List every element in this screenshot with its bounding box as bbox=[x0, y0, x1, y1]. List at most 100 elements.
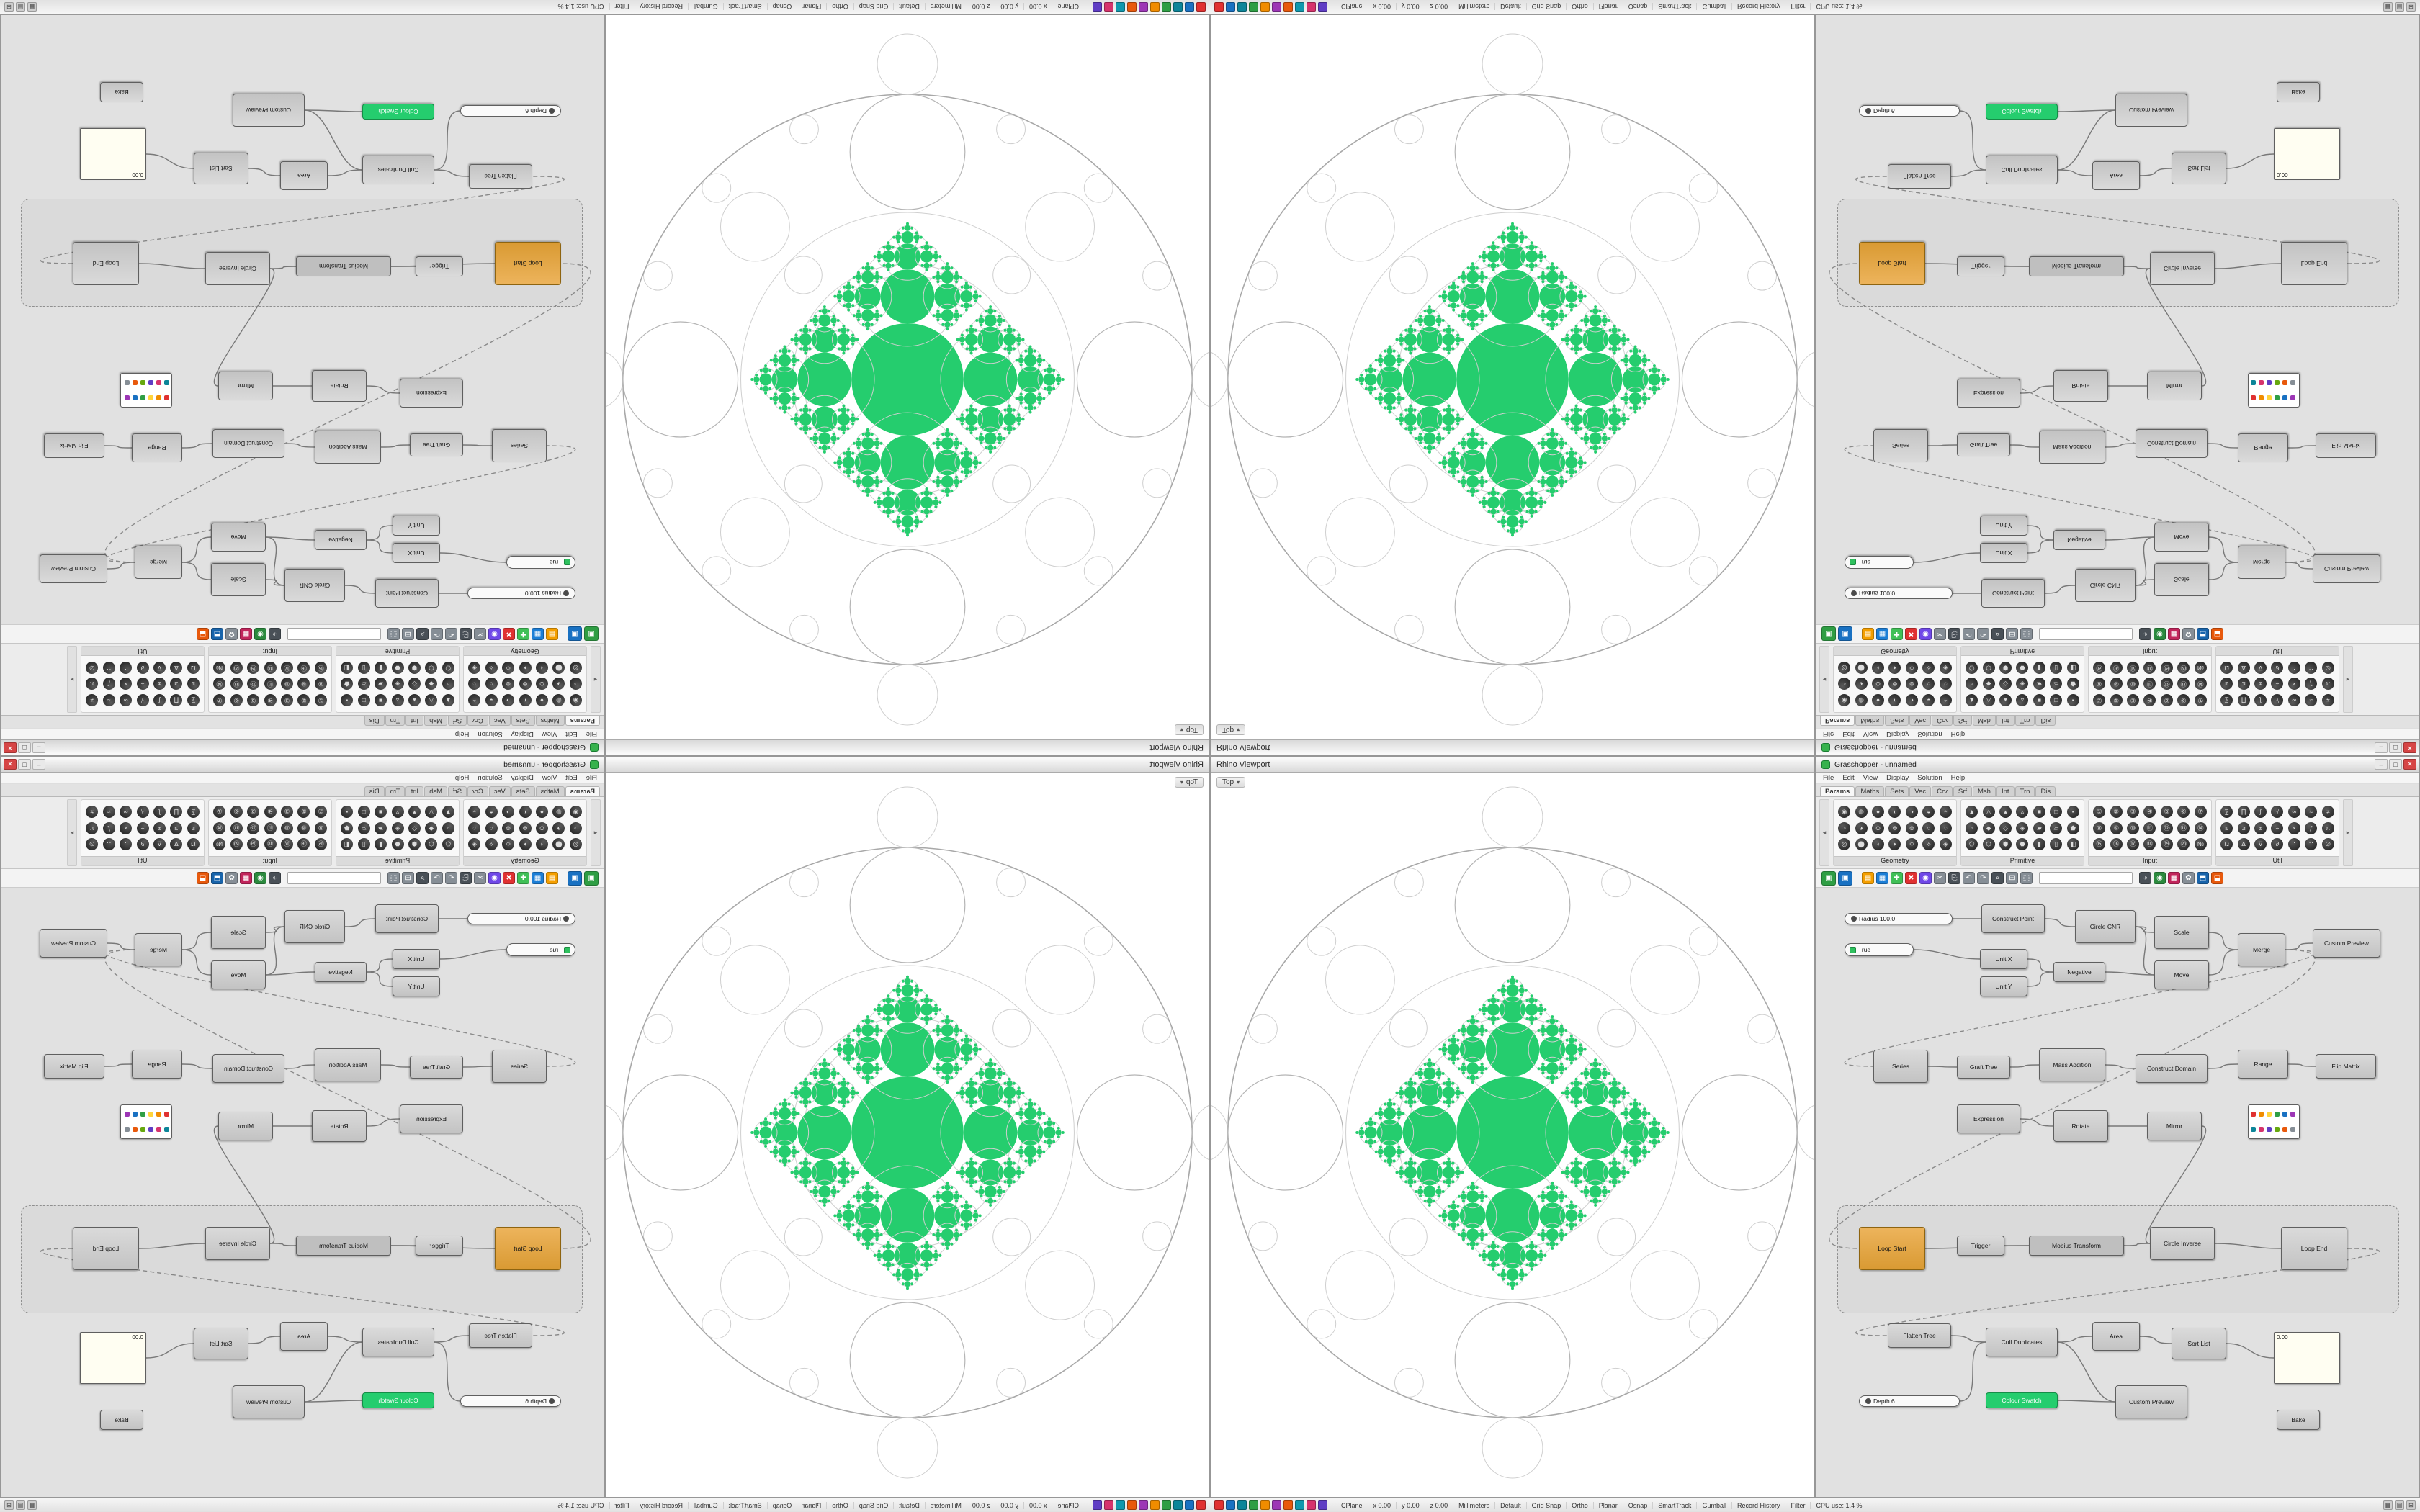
palette-swatch[interactable] bbox=[125, 1127, 130, 1132]
status-item-filter[interactable]: Filter bbox=[1785, 1501, 1811, 1509]
component-icon[interactable]: ∅ bbox=[2321, 838, 2334, 851]
status-item-z-0-00[interactable]: z 0.00 bbox=[966, 1501, 995, 1509]
toolbar-icon[interactable]: ↷ bbox=[1977, 872, 1989, 884]
component-icon[interactable]: ③ bbox=[280, 694, 293, 707]
minimize-button[interactable]: – bbox=[2375, 742, 2388, 753]
component-icon[interactable]: ◗ bbox=[1888, 838, 1901, 851]
component-icon[interactable]: ⑮ bbox=[2093, 838, 2106, 851]
toolbar-icon[interactable]: ◉ bbox=[1919, 628, 1932, 640]
component-icon[interactable]: ⑳ bbox=[230, 838, 243, 851]
taskbar-app-icon[interactable] bbox=[1150, 1500, 1160, 1510]
tab-maths[interactable]: Maths bbox=[1855, 786, 1885, 796]
palette-swatch[interactable] bbox=[2275, 395, 2280, 400]
taskbar-app-icon[interactable] bbox=[1237, 1500, 1247, 1510]
node-mirror[interactable]: Mirror bbox=[2147, 1112, 2202, 1140]
toolbar-icon[interactable]: ✚ bbox=[1891, 872, 1903, 884]
menu-item-display[interactable]: Display bbox=[511, 730, 534, 738]
toolbar-icon[interactable]: ⊞ bbox=[2006, 872, 2018, 884]
toggle-checkbox[interactable] bbox=[564, 559, 570, 566]
node-scale[interactable]: Scale bbox=[211, 563, 266, 596]
palette-swatch[interactable] bbox=[140, 1127, 145, 1132]
component-icon[interactable]: ⑮ bbox=[314, 838, 327, 851]
component-icon[interactable]: ▱ bbox=[357, 822, 370, 834]
toggle-checkbox[interactable] bbox=[1850, 946, 1856, 953]
status-item-gumball[interactable]: Gumball bbox=[688, 3, 723, 11]
component-icon[interactable]: ≈ bbox=[2305, 694, 2318, 707]
component-icon[interactable]: ⊛ bbox=[1905, 822, 1918, 834]
component-icon[interactable]: ∵ bbox=[102, 838, 115, 851]
status-panel-icon[interactable]: ▤ bbox=[16, 2, 25, 12]
toolbar-icon[interactable]: ✿ bbox=[2182, 872, 2195, 884]
node-scale[interactable]: Scale bbox=[2154, 916, 2209, 949]
component-icon[interactable]: ⑲ bbox=[247, 661, 260, 674]
toolbar-icon[interactable]: ◉ bbox=[254, 628, 266, 640]
node-bake[interactable]: Bake bbox=[2277, 1410, 2320, 1430]
component-icon[interactable]: ◒ bbox=[485, 694, 498, 707]
component-icon[interactable]: ∅ bbox=[86, 838, 99, 851]
component-icon[interactable]: ▲ bbox=[442, 694, 454, 707]
component-icon[interactable]: ⬢ bbox=[408, 661, 421, 674]
toolbar-icon[interactable]: ◉ bbox=[1919, 872, 1932, 884]
component-icon[interactable]: ƒ bbox=[2305, 822, 2318, 834]
taskbar-app-icon[interactable] bbox=[1295, 2, 1304, 12]
status-item-cplane[interactable]: CPlane bbox=[1336, 3, 1368, 11]
status-item-millimeters[interactable]: Millimeters bbox=[1453, 1501, 1496, 1509]
node-inv[interactable]: Circle Inverse bbox=[2150, 1227, 2215, 1260]
component-icon[interactable]: ⑧ bbox=[314, 822, 327, 834]
component-icon[interactable]: ≤ bbox=[2220, 822, 2233, 834]
component-icon[interactable]: ⟡ bbox=[1922, 838, 1935, 851]
node-preview[interactable]: Custom Preview bbox=[2115, 1385, 2187, 1418]
component-icon[interactable]: ▯ bbox=[357, 838, 370, 851]
status-item-cpu-use-1-4-[interactable]: CPU use: 1.4 % bbox=[552, 3, 609, 11]
node-neg[interactable]: Negative bbox=[315, 962, 367, 982]
component-icon[interactable]: ◗ bbox=[1888, 661, 1901, 674]
toolbar-icon[interactable]: ◉ bbox=[2154, 872, 2166, 884]
taskbar-app-icon[interactable] bbox=[1139, 2, 1148, 12]
taskbar-app-icon[interactable] bbox=[1127, 2, 1137, 12]
node-panel1[interactable]: 0.00 bbox=[80, 128, 146, 180]
component-icon[interactable]: Δ bbox=[2237, 838, 2250, 851]
component-icon[interactable]: ⬣ bbox=[2016, 838, 2029, 851]
tab-maths[interactable]: Maths bbox=[1855, 716, 1885, 726]
toolbar-icon[interactable]: ◉ bbox=[254, 872, 266, 884]
status-item-y-0-00[interactable]: y 0.00 bbox=[995, 3, 1023, 11]
palette-swatch[interactable] bbox=[2251, 395, 2256, 400]
component-icon[interactable]: ▲ bbox=[1966, 805, 1978, 818]
component-icon[interactable]: ◐ bbox=[1888, 805, 1901, 818]
node-scale[interactable]: Scale bbox=[211, 916, 266, 949]
component-icon[interactable]: ◆ bbox=[1982, 822, 1995, 834]
palette-swatch[interactable] bbox=[2259, 1112, 2264, 1117]
toolbar-icon[interactable]: ↷ bbox=[431, 872, 443, 884]
component-icon[interactable]: ◑ bbox=[502, 805, 515, 818]
status-item-default[interactable]: Default bbox=[893, 3, 925, 11]
grasshopper-titlebar[interactable]: Grasshopper - unnamed – □ ✕ bbox=[1, 757, 604, 773]
node-scale[interactable]: Scale bbox=[2154, 563, 2209, 596]
menu-item-solution[interactable]: Solution bbox=[1917, 774, 1942, 782]
palette-swatch[interactable] bbox=[2267, 380, 2272, 385]
status-item-osnap[interactable]: Osnap bbox=[1623, 1501, 1654, 1509]
component-icon[interactable]: ◎ bbox=[1838, 661, 1851, 674]
component-icon[interactable]: ≠ bbox=[2321, 694, 2334, 707]
component-icon[interactable]: ≥ bbox=[170, 678, 183, 690]
component-icon[interactable]: Ω bbox=[187, 661, 200, 674]
component-icon[interactable]: ◖ bbox=[1872, 838, 1885, 851]
component-icon[interactable]: ◕ bbox=[552, 678, 565, 690]
node-expr[interactable]: Expression bbox=[1957, 1104, 2020, 1133]
node-slider1[interactable]: Radius 100.0 bbox=[1845, 588, 1953, 599]
menu-item-display[interactable]: Display bbox=[1886, 730, 1909, 738]
palette-swatch[interactable] bbox=[164, 380, 169, 385]
toolbar-icon[interactable]: ⌕ bbox=[1991, 628, 2004, 640]
status-item-planar[interactable]: Planar bbox=[797, 1501, 827, 1509]
component-icon[interactable]: ∂ bbox=[136, 661, 149, 674]
component-icon[interactable]: ◓ bbox=[1939, 694, 1952, 707]
close-button[interactable]: ✕ bbox=[4, 742, 17, 753]
component-icon[interactable]: √ bbox=[136, 805, 149, 818]
status-panel-icon[interactable]: ▤ bbox=[16, 1500, 25, 1510]
toolbar-icon[interactable]: ↷ bbox=[1977, 628, 1989, 640]
node-loopend[interactable]: Loop End bbox=[2281, 1227, 2347, 1270]
tab-trn[interactable]: Trn bbox=[385, 716, 405, 726]
toolbar-icon[interactable]: ⌕ bbox=[416, 872, 429, 884]
component-icon[interactable]: ⟡ bbox=[485, 661, 498, 674]
menu-item-view[interactable]: View bbox=[1863, 730, 1878, 738]
component-icon[interactable]: ⑨ bbox=[297, 822, 310, 834]
